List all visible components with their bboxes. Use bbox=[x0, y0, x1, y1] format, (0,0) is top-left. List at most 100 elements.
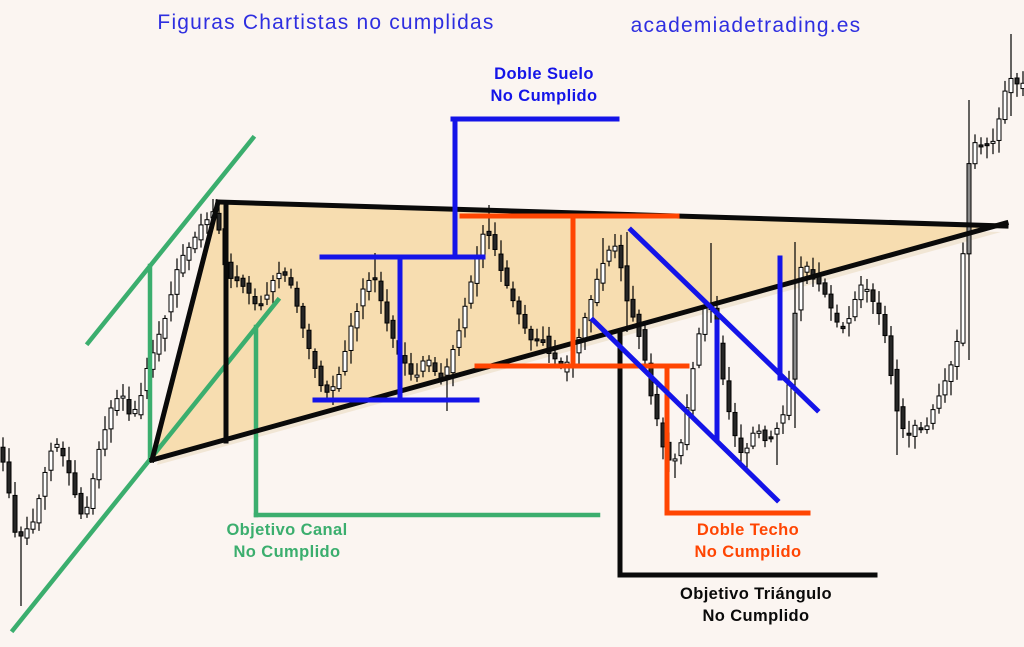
candle-down bbox=[18, 531, 24, 537]
candle-down bbox=[402, 355, 408, 364]
candle-up bbox=[90, 478, 96, 509]
candle-up bbox=[690, 368, 696, 411]
candle-up bbox=[198, 224, 204, 241]
candle-up bbox=[276, 272, 282, 280]
candle-up bbox=[606, 249, 612, 262]
candle-down bbox=[624, 265, 630, 302]
candle-up bbox=[30, 521, 36, 530]
candle-up bbox=[912, 424, 918, 437]
candle-up bbox=[420, 360, 426, 372]
candle-down bbox=[240, 277, 246, 287]
candle-up bbox=[114, 398, 120, 411]
candle-down bbox=[540, 339, 546, 343]
label-objetivo-triangulo: Objetivo Triángulo No Cumplido bbox=[680, 583, 832, 627]
candle-down bbox=[870, 289, 876, 302]
candle-up bbox=[102, 429, 108, 450]
candle-down bbox=[984, 143, 990, 147]
candle-up bbox=[138, 395, 144, 416]
candle-up bbox=[786, 384, 792, 416]
candle-down bbox=[312, 350, 318, 369]
candle-up bbox=[1020, 82, 1024, 90]
candle-up bbox=[702, 306, 708, 335]
candle-up bbox=[996, 118, 1002, 141]
label-doble-suelo: Doble Suelo No Cumplido bbox=[490, 63, 597, 107]
candle-down bbox=[6, 461, 12, 494]
candle-down bbox=[300, 305, 306, 329]
candle-down bbox=[246, 282, 252, 294]
candle-down bbox=[732, 411, 738, 437]
candle-up bbox=[444, 366, 450, 376]
candle-down bbox=[876, 302, 882, 315]
candle-down bbox=[282, 271, 288, 276]
candle-down bbox=[234, 276, 240, 282]
candle-up bbox=[696, 333, 702, 366]
label-line: No Cumplido bbox=[490, 87, 598, 105]
candle-up bbox=[960, 253, 966, 344]
candle-down bbox=[288, 277, 294, 286]
candle-up bbox=[972, 142, 978, 165]
candle-down bbox=[768, 436, 774, 440]
candle-down bbox=[1014, 77, 1020, 85]
candle-up bbox=[186, 246, 192, 261]
candle-up bbox=[846, 318, 852, 324]
candle-up bbox=[780, 414, 786, 424]
candle-up bbox=[582, 317, 588, 339]
candle-down bbox=[726, 380, 732, 413]
pattern-double-bottom bbox=[312, 116, 620, 403]
candle-down bbox=[660, 422, 666, 448]
candle-down bbox=[390, 319, 396, 339]
candle-up bbox=[204, 219, 210, 226]
site-link[interactable]: academiadetrading.es bbox=[630, 14, 862, 37]
candle-down bbox=[318, 365, 324, 387]
label-objetivo-canal: Objetivo Canal No Cumplido bbox=[226, 519, 347, 563]
candle-down bbox=[516, 300, 522, 315]
candle-up bbox=[162, 317, 168, 339]
candle-up bbox=[672, 458, 678, 462]
candle-up bbox=[462, 305, 468, 329]
candle-down bbox=[324, 384, 330, 393]
candle-down bbox=[654, 393, 660, 420]
candle-up bbox=[108, 407, 114, 430]
candle-down bbox=[12, 494, 18, 533]
candle-down bbox=[258, 303, 264, 307]
candle-down bbox=[900, 406, 906, 430]
pattern-ascending-channel bbox=[9, 134, 601, 634]
candle-up bbox=[1008, 77, 1014, 94]
label-line: No Cumplido bbox=[702, 607, 810, 625]
candle-down bbox=[642, 329, 648, 361]
candle-up bbox=[42, 471, 48, 497]
candle-up bbox=[264, 294, 270, 300]
candle-up bbox=[132, 408, 138, 415]
candle-down bbox=[906, 432, 912, 436]
candle-down bbox=[894, 368, 900, 412]
ascending-channel-upper-channel-line bbox=[84, 134, 257, 347]
candle-down bbox=[72, 472, 78, 496]
candle-up bbox=[156, 333, 162, 355]
candle-down bbox=[738, 437, 744, 453]
candle-up bbox=[426, 359, 432, 367]
label-line: Doble Suelo bbox=[494, 65, 594, 83]
candle-up bbox=[450, 349, 456, 374]
label-line: No Cumplido bbox=[694, 543, 802, 561]
candle-up bbox=[330, 386, 336, 391]
candle-up bbox=[1002, 90, 1008, 121]
candle-up bbox=[96, 448, 102, 481]
candle-up bbox=[468, 281, 474, 304]
candle-up bbox=[576, 337, 582, 354]
candle-down bbox=[840, 325, 846, 330]
candle-down bbox=[528, 328, 534, 341]
page-title: Figuras Chartistas no cumplidas bbox=[157, 11, 495, 34]
candle-up bbox=[54, 443, 60, 448]
candle-up bbox=[120, 395, 126, 399]
candle-up bbox=[990, 140, 996, 144]
candle-down bbox=[252, 296, 258, 305]
candle-down bbox=[918, 427, 924, 431]
candle-up bbox=[456, 330, 462, 348]
candle-down bbox=[384, 301, 390, 324]
candle-down bbox=[888, 335, 894, 377]
candle-down bbox=[486, 230, 492, 236]
candle-down bbox=[216, 212, 222, 231]
candle-up bbox=[948, 364, 954, 382]
candle-down bbox=[834, 312, 840, 323]
